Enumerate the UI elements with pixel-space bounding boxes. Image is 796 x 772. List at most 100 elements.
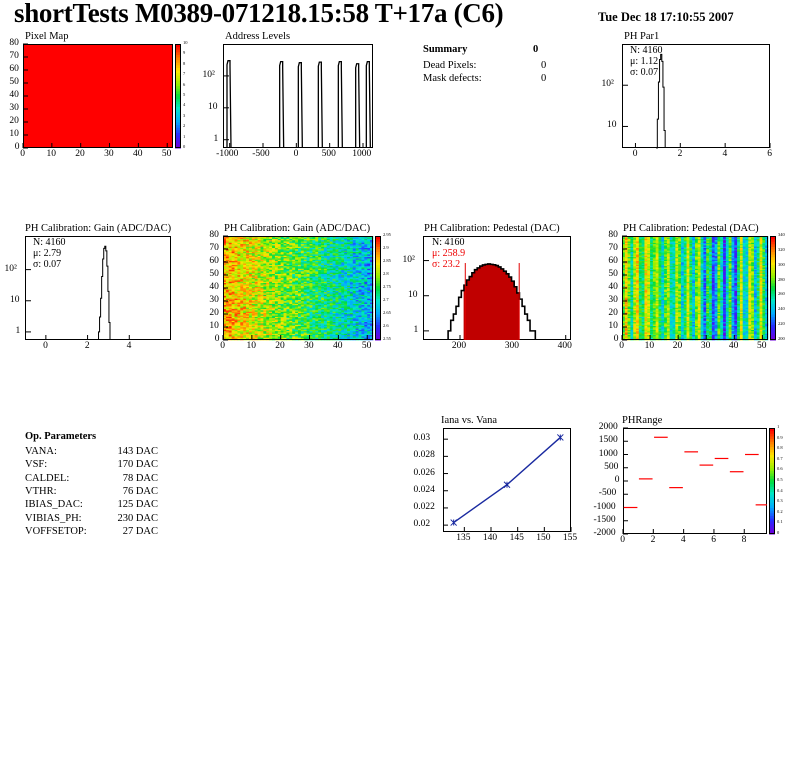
x-tick-label: 50 [161, 149, 172, 159]
heatmap-cell [260, 327, 264, 329]
heatmap-cell [323, 299, 328, 302]
heatmap-cell [240, 277, 244, 280]
heatmap-cell [306, 314, 310, 316]
heatmap-cell [358, 282, 362, 285]
heatmap-cell [292, 308, 296, 311]
heatmap-cell [266, 239, 270, 242]
heatmap-cell [248, 254, 253, 256]
heatmap-cell [292, 271, 296, 273]
heatmap-cell [630, 321, 634, 324]
heatmap-cell [269, 278, 273, 281]
heatmap-cell [370, 237, 374, 239]
heatmap-cell [364, 324, 368, 326]
heatmap-cell [630, 323, 634, 325]
heatmap-cell [361, 247, 365, 250]
colorbar-cell [375, 295, 381, 299]
heatmap-cell [298, 291, 302, 294]
heatmap-cell [269, 321, 273, 324]
heatmap-cell [274, 237, 279, 239]
heatmap-cell [272, 286, 276, 289]
heatmap-cell [292, 280, 296, 282]
heatmap-cell [225, 303, 230, 306]
heatmap-cell [286, 319, 290, 321]
heatmap-cell [234, 307, 238, 310]
heatmap-cell [254, 262, 258, 264]
heatmap-cell [315, 311, 319, 313]
heatmap-cell [272, 299, 276, 302]
heatmap-cell [263, 273, 267, 276]
heatmap-cell [627, 247, 631, 250]
heatmap-cell [341, 277, 345, 280]
heatmap-cell [300, 299, 305, 302]
heatmap-cell [338, 308, 342, 311]
heatmap-cell [332, 325, 336, 328]
heatmap-cell [633, 265, 637, 268]
heatmap-cell [300, 237, 305, 239]
heatmap-cell [349, 238, 354, 241]
heatmap-cell [274, 337, 279, 339]
heatmap-cell [355, 323, 359, 325]
heatmap-cell [341, 265, 345, 268]
heatmap-cell [228, 301, 232, 303]
heatmap-cell [257, 333, 261, 336]
heatmap-cell [370, 264, 374, 267]
op-param-name: VTHR: [25, 485, 57, 497]
heatmap-cell [277, 312, 281, 315]
heatmap-cell [335, 276, 339, 278]
heatmap-cell [332, 262, 336, 264]
heatmap-cell [315, 291, 319, 294]
heatmap-cell [326, 323, 331, 325]
heatmap-cell [341, 286, 345, 289]
heatmap-cell [237, 293, 241, 295]
heatmap-cell [237, 251, 241, 254]
heatmap-cell [347, 316, 351, 319]
heatmap-cell [228, 290, 232, 293]
heatmap-cell [364, 323, 368, 325]
heatmap-cell [231, 242, 235, 245]
heatmap-cell [358, 337, 362, 339]
heatmap-cell [312, 293, 316, 295]
heatmap-cell [289, 280, 293, 282]
heatmap-cell [627, 239, 631, 242]
heatmap-cell [636, 238, 640, 241]
heatmap-cell [274, 307, 279, 310]
heatmap-cell [622, 295, 626, 298]
heatmap-cell [326, 271, 331, 273]
heatmap-cell [633, 272, 637, 274]
heatmap-cell [246, 242, 250, 245]
heatmap-cell [223, 336, 227, 338]
heatmap-cell [326, 286, 331, 289]
colorbar-label: 10 [183, 40, 188, 45]
heatmap-cell [318, 263, 322, 265]
heatmap-cell [624, 254, 628, 256]
heatmap-cell [347, 311, 351, 313]
heatmap-cell [298, 267, 302, 269]
heatmap-cell [231, 260, 235, 263]
heatmap-cell [332, 302, 336, 304]
heatmap-cell [274, 293, 279, 295]
heatmap-cell [335, 275, 339, 277]
heatmap-cell [370, 328, 374, 330]
heatmap-cell [263, 249, 267, 251]
heatmap-cell [352, 306, 356, 308]
heatmap-cell [246, 323, 250, 325]
heatmap-cell [266, 293, 270, 295]
heatmap-cell [283, 246, 287, 248]
heatmap-cell [289, 336, 293, 338]
heatmap-cell [367, 293, 371, 295]
heatmap-cell [286, 323, 290, 325]
heatmap-cell [364, 330, 368, 333]
heatmap-cell [309, 303, 313, 306]
heatmap-cell [341, 268, 345, 271]
heatmap-cell [228, 237, 232, 239]
colorbar-cell [175, 67, 181, 71]
heatmap-cell [289, 333, 293, 336]
heatmap-cell [274, 256, 279, 259]
colorbar-label: 6 [183, 81, 186, 87]
heatmap-cell [309, 282, 313, 285]
heatmap-cell [292, 267, 296, 269]
heatmap-cell [274, 269, 279, 272]
heatmap-cell [361, 336, 365, 338]
heatmap-cell [286, 241, 290, 243]
heatmap-cell [364, 325, 368, 328]
